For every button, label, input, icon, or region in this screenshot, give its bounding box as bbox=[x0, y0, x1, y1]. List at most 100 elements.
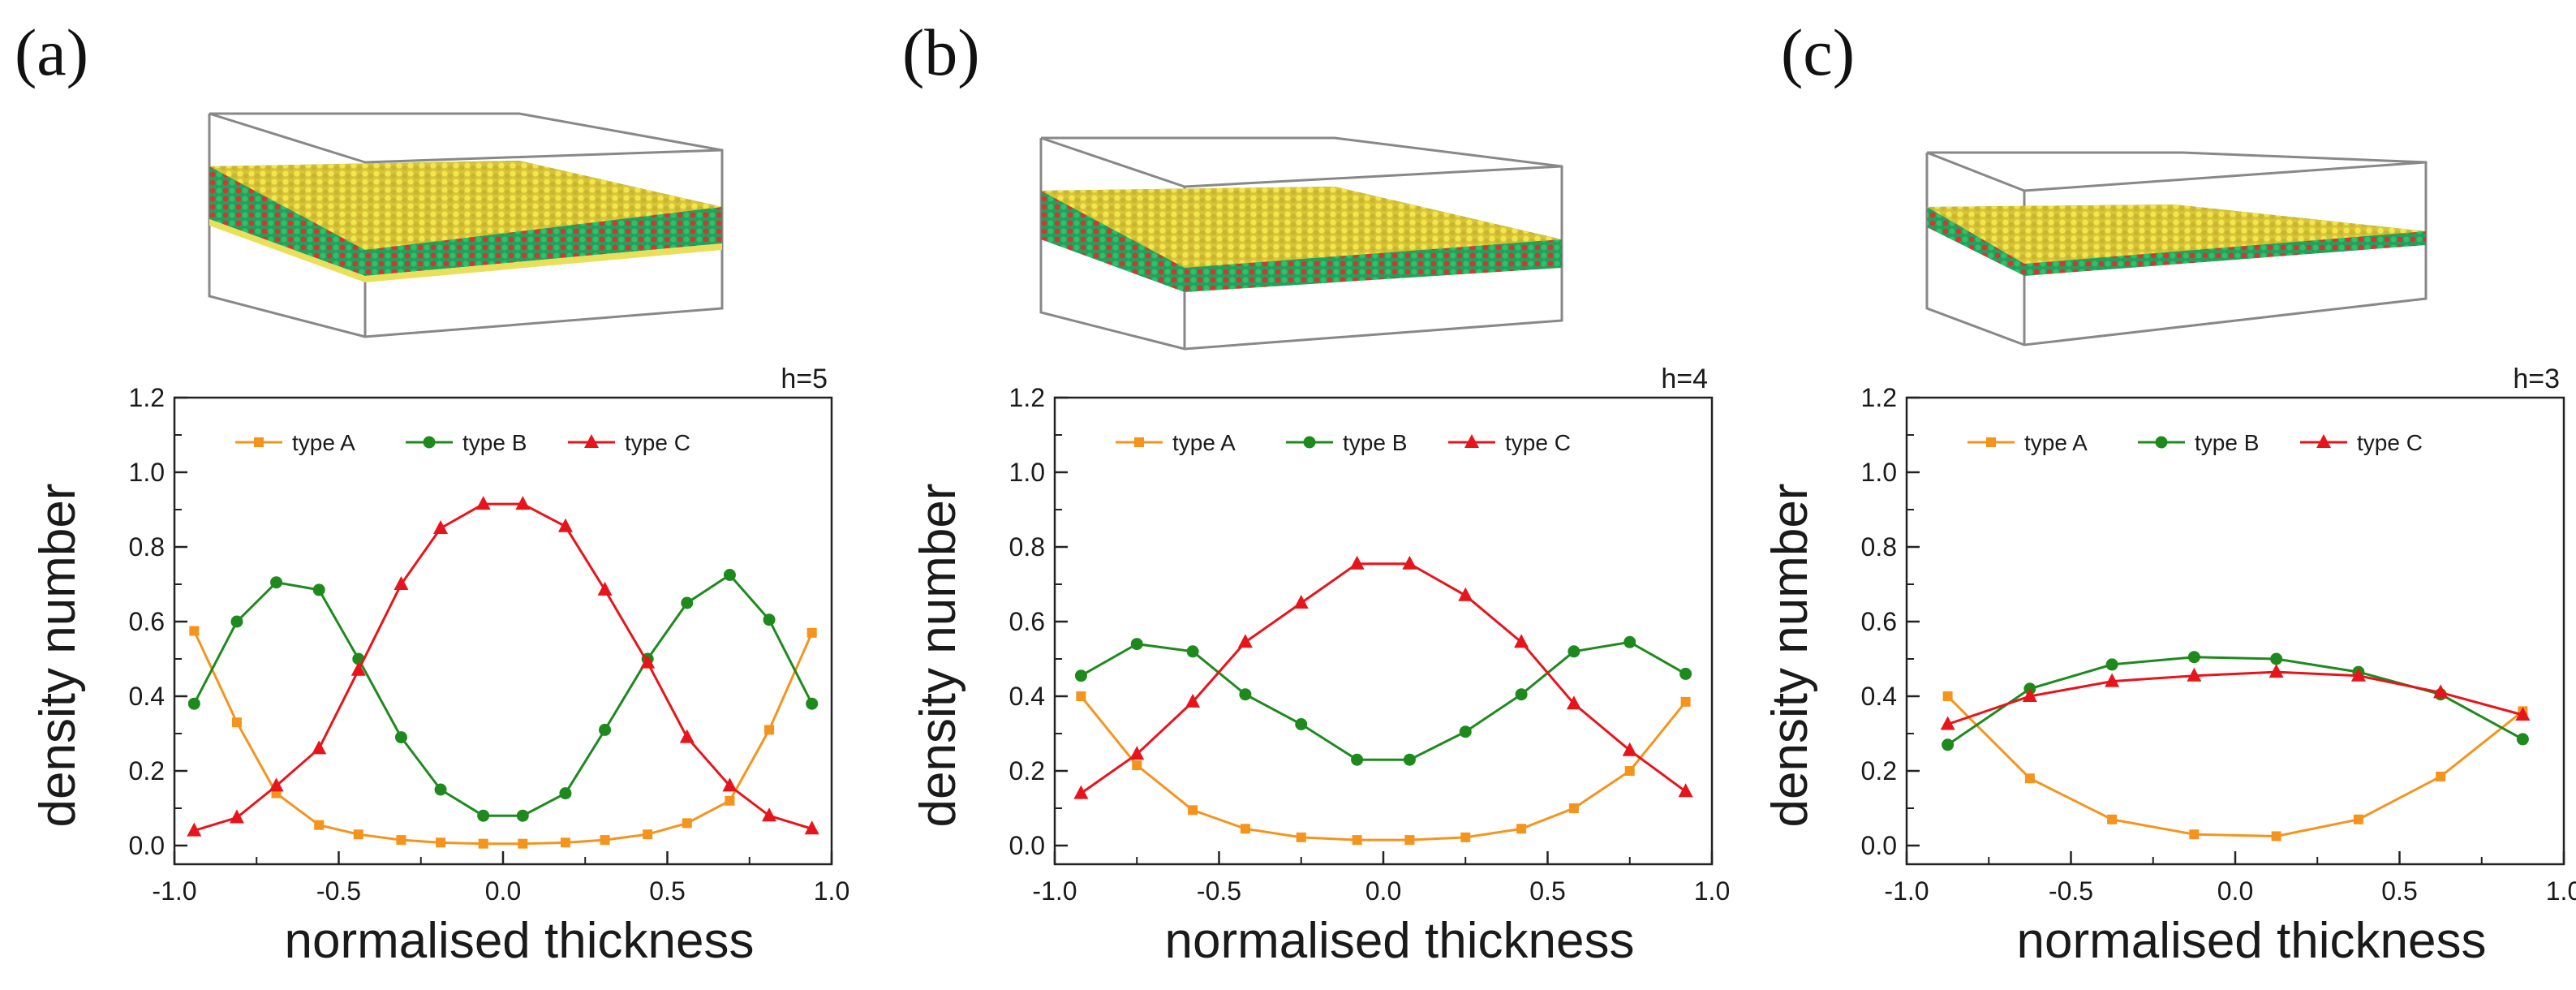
data-point bbox=[312, 583, 325, 596]
legend-marker bbox=[2316, 434, 2331, 448]
data-point bbox=[1516, 824, 1527, 834]
data-point bbox=[312, 740, 327, 755]
data-point bbox=[1624, 766, 1635, 776]
data-point bbox=[314, 820, 325, 830]
y-tick-label: 0.2 bbox=[129, 756, 165, 786]
data-point bbox=[2515, 707, 2531, 721]
x-tick-label: -1.0 bbox=[152, 876, 196, 906]
y-tick-label: 0.4 bbox=[129, 682, 165, 711]
data-point bbox=[560, 837, 570, 848]
data-point bbox=[1403, 753, 1416, 766]
legend-label: type C bbox=[2357, 430, 2423, 455]
data-point bbox=[1622, 742, 1637, 756]
legend-marker bbox=[2155, 436, 2168, 449]
data-point bbox=[1568, 645, 1580, 658]
data-point bbox=[1679, 667, 1692, 680]
legend-label: type B bbox=[1343, 430, 1407, 455]
data-point bbox=[1515, 688, 1528, 701]
data-point bbox=[679, 729, 695, 743]
h-label: h=5 bbox=[781, 364, 828, 394]
h-label: h=3 bbox=[2513, 364, 2560, 394]
data-point bbox=[2187, 651, 2200, 664]
data-point bbox=[1293, 595, 1309, 609]
data-point bbox=[599, 723, 612, 736]
legend-label: type A bbox=[2024, 430, 2088, 455]
data-point bbox=[1940, 716, 1955, 730]
data-point bbox=[804, 820, 819, 835]
y-tick-label: 1.2 bbox=[129, 383, 165, 412]
series-line-type-b bbox=[192, 573, 814, 817]
legend-marker bbox=[584, 434, 599, 448]
data-point bbox=[1185, 693, 1201, 708]
legend-label: type B bbox=[2195, 430, 2259, 455]
y-tick-label: 0.8 bbox=[1009, 532, 1045, 562]
data-point bbox=[2024, 773, 2035, 784]
data-point bbox=[1074, 669, 1087, 682]
data-point bbox=[2107, 814, 2118, 824]
x-tick-label: -0.5 bbox=[1197, 876, 1241, 906]
data-point bbox=[269, 777, 284, 792]
x-tick-label: 0.0 bbox=[1365, 876, 1401, 906]
data-point bbox=[2105, 673, 2120, 687]
data-point bbox=[1186, 645, 1199, 658]
data-point bbox=[434, 783, 447, 796]
data-point bbox=[1459, 725, 1472, 738]
data-point bbox=[1349, 555, 1365, 570]
x-tick-label: 0.5 bbox=[649, 876, 685, 906]
data-point bbox=[1296, 832, 1306, 842]
plot-frame bbox=[1905, 396, 2565, 866]
data-point bbox=[725, 795, 735, 806]
data-point bbox=[350, 661, 366, 676]
data-point bbox=[231, 717, 242, 728]
y-tick-label: 0.0 bbox=[129, 831, 165, 860]
y-tick-label: 1.2 bbox=[1861, 383, 1897, 412]
y-tick-label: 0.8 bbox=[1861, 532, 1897, 562]
data-point bbox=[187, 697, 200, 710]
data-point bbox=[515, 496, 531, 510]
film-slab-illustration-a bbox=[208, 112, 724, 338]
data-point bbox=[2105, 658, 2118, 671]
series-line-type-a bbox=[192, 630, 814, 846]
data-point bbox=[433, 520, 449, 534]
h-label: h=4 bbox=[1661, 364, 1708, 394]
legend-marker bbox=[1464, 434, 1479, 448]
data-point bbox=[1566, 695, 1581, 710]
data-point bbox=[1295, 718, 1308, 730]
x-axis-label: normalised thickness bbox=[285, 913, 755, 969]
data-point bbox=[597, 581, 613, 596]
film-slab-illustration-c bbox=[1925, 151, 2428, 346]
data-point bbox=[2022, 688, 2037, 702]
data-point bbox=[270, 576, 283, 589]
data-point bbox=[2436, 771, 2446, 781]
data-point bbox=[1514, 634, 1529, 648]
y-tick-label: 0.4 bbox=[1861, 682, 1897, 711]
data-point bbox=[1237, 634, 1253, 648]
data-point bbox=[393, 576, 409, 590]
data-point bbox=[2189, 829, 2200, 840]
x-tick-label: 0.5 bbox=[1529, 876, 1565, 906]
data-point bbox=[2516, 733, 2529, 746]
data-point bbox=[1678, 783, 1693, 798]
data-point bbox=[1458, 587, 1473, 601]
legend-label: type C bbox=[625, 430, 690, 455]
film-slab-illustration-b bbox=[1039, 136, 1563, 351]
data-point bbox=[600, 835, 610, 846]
data-point bbox=[2271, 831, 2281, 842]
density-chart-h5: h=5 0.0 0.2 0.4 0.6 0.8 1.0 1.2 -1.0 -0.5 0.0 0.5 1.… bbox=[30, 364, 849, 969]
data-point bbox=[1942, 738, 1955, 751]
y-axis-label: density number bbox=[30, 484, 86, 828]
y-tick-label: 1.0 bbox=[129, 458, 165, 487]
data-point bbox=[682, 818, 692, 829]
y-axis-label: density number bbox=[1762, 484, 1818, 828]
data-point bbox=[1073, 785, 1089, 799]
legend-marker bbox=[254, 437, 264, 447]
data-point bbox=[518, 838, 528, 849]
data-point bbox=[1132, 760, 1142, 771]
density-chart-h3: h=3 0.0 0.2 0.4 0.6 0.8 1.0 1.2 -1.0 -0.5 0.0 0.5 1.… bbox=[1762, 364, 2576, 969]
legend-marker bbox=[423, 436, 436, 449]
legend-label: type C bbox=[1505, 430, 1571, 455]
panel-label-c: (c) bbox=[1781, 15, 1856, 89]
y-tick-label: 0.0 bbox=[1009, 831, 1045, 860]
x-tick-label: 0.0 bbox=[2217, 876, 2253, 906]
x-tick-label: 0.5 bbox=[2381, 876, 2417, 906]
